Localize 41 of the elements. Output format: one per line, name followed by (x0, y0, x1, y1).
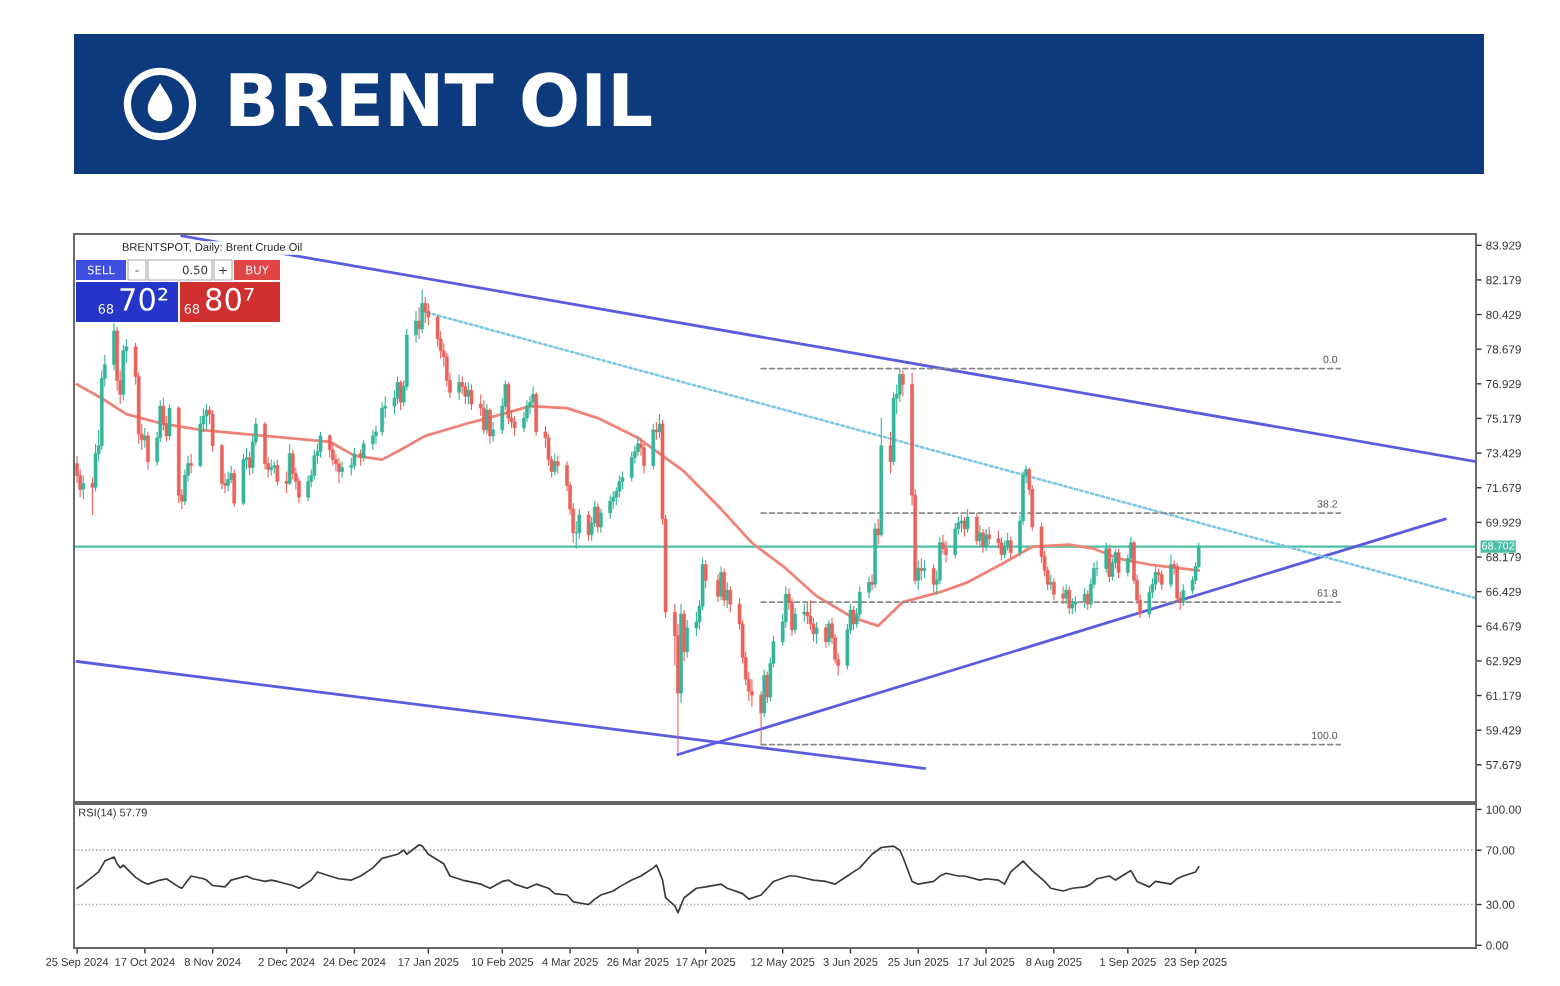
candlestick (642, 443, 646, 475)
candlestick (146, 431, 150, 471)
candlestick (629, 451, 634, 482)
candlestick (327, 433, 332, 459)
candlestick (81, 474, 86, 500)
candlestick (167, 403, 172, 441)
candlestick (352, 447, 357, 471)
candlestick (241, 453, 246, 506)
candlestick (488, 407, 492, 445)
candlestick (340, 461, 344, 478)
candlestick (793, 607, 797, 635)
candlestick (941, 534, 945, 556)
candlestick (901, 370, 905, 397)
candlestick (599, 508, 603, 534)
candlestick (469, 383, 474, 411)
candlestick (944, 540, 948, 564)
annotation: 80⁷ (206, 287, 254, 311)
candlestick (1116, 548, 1121, 579)
chart-title: BRENT OIL (230, 72, 652, 127)
candlestick (380, 401, 384, 437)
candlestick (586, 510, 591, 542)
candlestick (750, 678, 754, 708)
candlestick (90, 476, 95, 516)
candlestick (232, 468, 237, 508)
candlestick (1082, 587, 1087, 609)
candlestick (1052, 577, 1056, 601)
candlestick (1181, 583, 1186, 607)
candlestick (263, 421, 267, 471)
annotation: 70² (120, 287, 168, 311)
candlestick (534, 391, 539, 437)
candlestick (870, 573, 874, 591)
candlestick (876, 518, 881, 546)
candlestick (426, 302, 431, 326)
line-series (76, 843, 1200, 914)
candlestick (337, 457, 341, 484)
candlestick (284, 470, 289, 494)
line-series (75, 383, 1201, 628)
candlestick (608, 494, 612, 520)
candlestick (414, 310, 418, 344)
candlestick (297, 476, 301, 504)
candlestick (1061, 585, 1065, 605)
